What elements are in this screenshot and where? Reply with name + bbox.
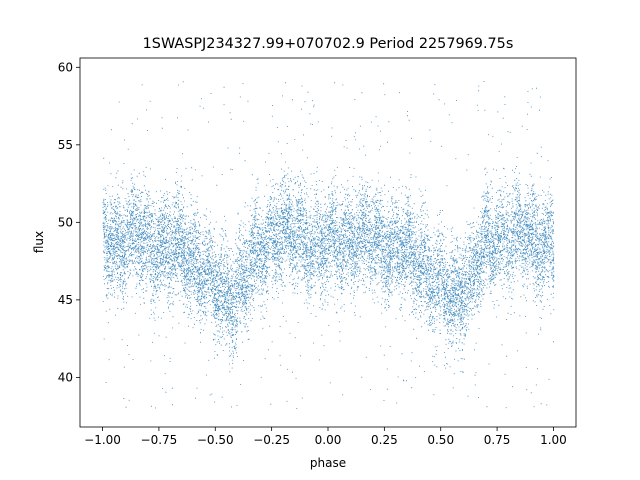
y-tick-label: 55 [58, 138, 73, 152]
x-tick-label: 0.50 [427, 433, 454, 447]
y-tick-label: 45 [58, 293, 73, 307]
x-tick-label: 0.75 [484, 433, 511, 447]
y-tick-label: 40 [58, 370, 73, 384]
y-tick-label: 50 [58, 215, 73, 229]
x-tick-label: −0.75 [141, 433, 178, 447]
x-axis-ticks: −1.00 −0.75 −0.50 −0.25 0.00 0.25 0.50 0.75 1.00 [84, 427, 567, 447]
scatter-dots [102, 81, 555, 409]
y-axis-label: flux [32, 231, 46, 253]
x-tick-label: −0.50 [197, 433, 234, 447]
chart-title: 1SWASPJ234327.99+070702.9 Period 2257969… [143, 36, 514, 52]
x-tick-label: 1.00 [540, 433, 567, 447]
y-tick-label: 60 [58, 60, 73, 74]
x-axis-label: phase [310, 456, 346, 470]
data-points [102, 81, 555, 409]
x-tick-label: 0.00 [315, 433, 342, 447]
x-tick-label: 0.25 [371, 433, 398, 447]
plot-area-frame [79, 57, 577, 428]
y-axis-ticks: 40 45 50 55 60 [58, 60, 80, 384]
x-tick-label: −0.25 [253, 433, 290, 447]
x-tick-label: −1.00 [84, 433, 121, 447]
